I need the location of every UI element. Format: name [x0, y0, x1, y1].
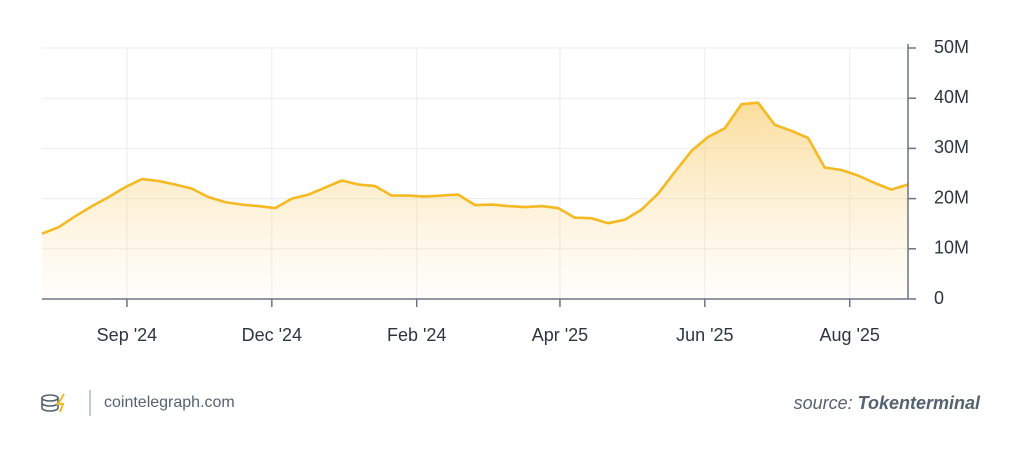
y-tick-label: 10M	[934, 238, 969, 258]
y-tick-label: 50M	[934, 37, 969, 57]
y-tick-label: 30M	[934, 137, 969, 157]
area	[42, 102, 908, 299]
footer: cointelegraph.com source: Tokenterminal	[41, 390, 981, 416]
source: source: Tokenterminal	[794, 393, 981, 413]
x-tick-label: Apr '25	[532, 325, 588, 345]
y-tick-label: 20M	[934, 187, 969, 207]
source-name: Tokenterminal	[858, 393, 981, 413]
x-tick-label: Feb '24	[387, 325, 446, 345]
y-tick-label: 0	[934, 288, 944, 308]
logo	[41, 393, 65, 413]
y-tick-label: 40M	[934, 87, 969, 107]
x-tick-label: Aug '25	[819, 325, 880, 345]
x-tick-label: Jun '25	[676, 325, 733, 345]
site-name: cointelegraph.com	[104, 394, 235, 411]
source-prefix: source:	[794, 393, 853, 413]
x-tick-label: Dec '24	[242, 325, 302, 345]
x-tick-label: Sep '24	[97, 325, 158, 345]
line	[41, 101, 909, 235]
